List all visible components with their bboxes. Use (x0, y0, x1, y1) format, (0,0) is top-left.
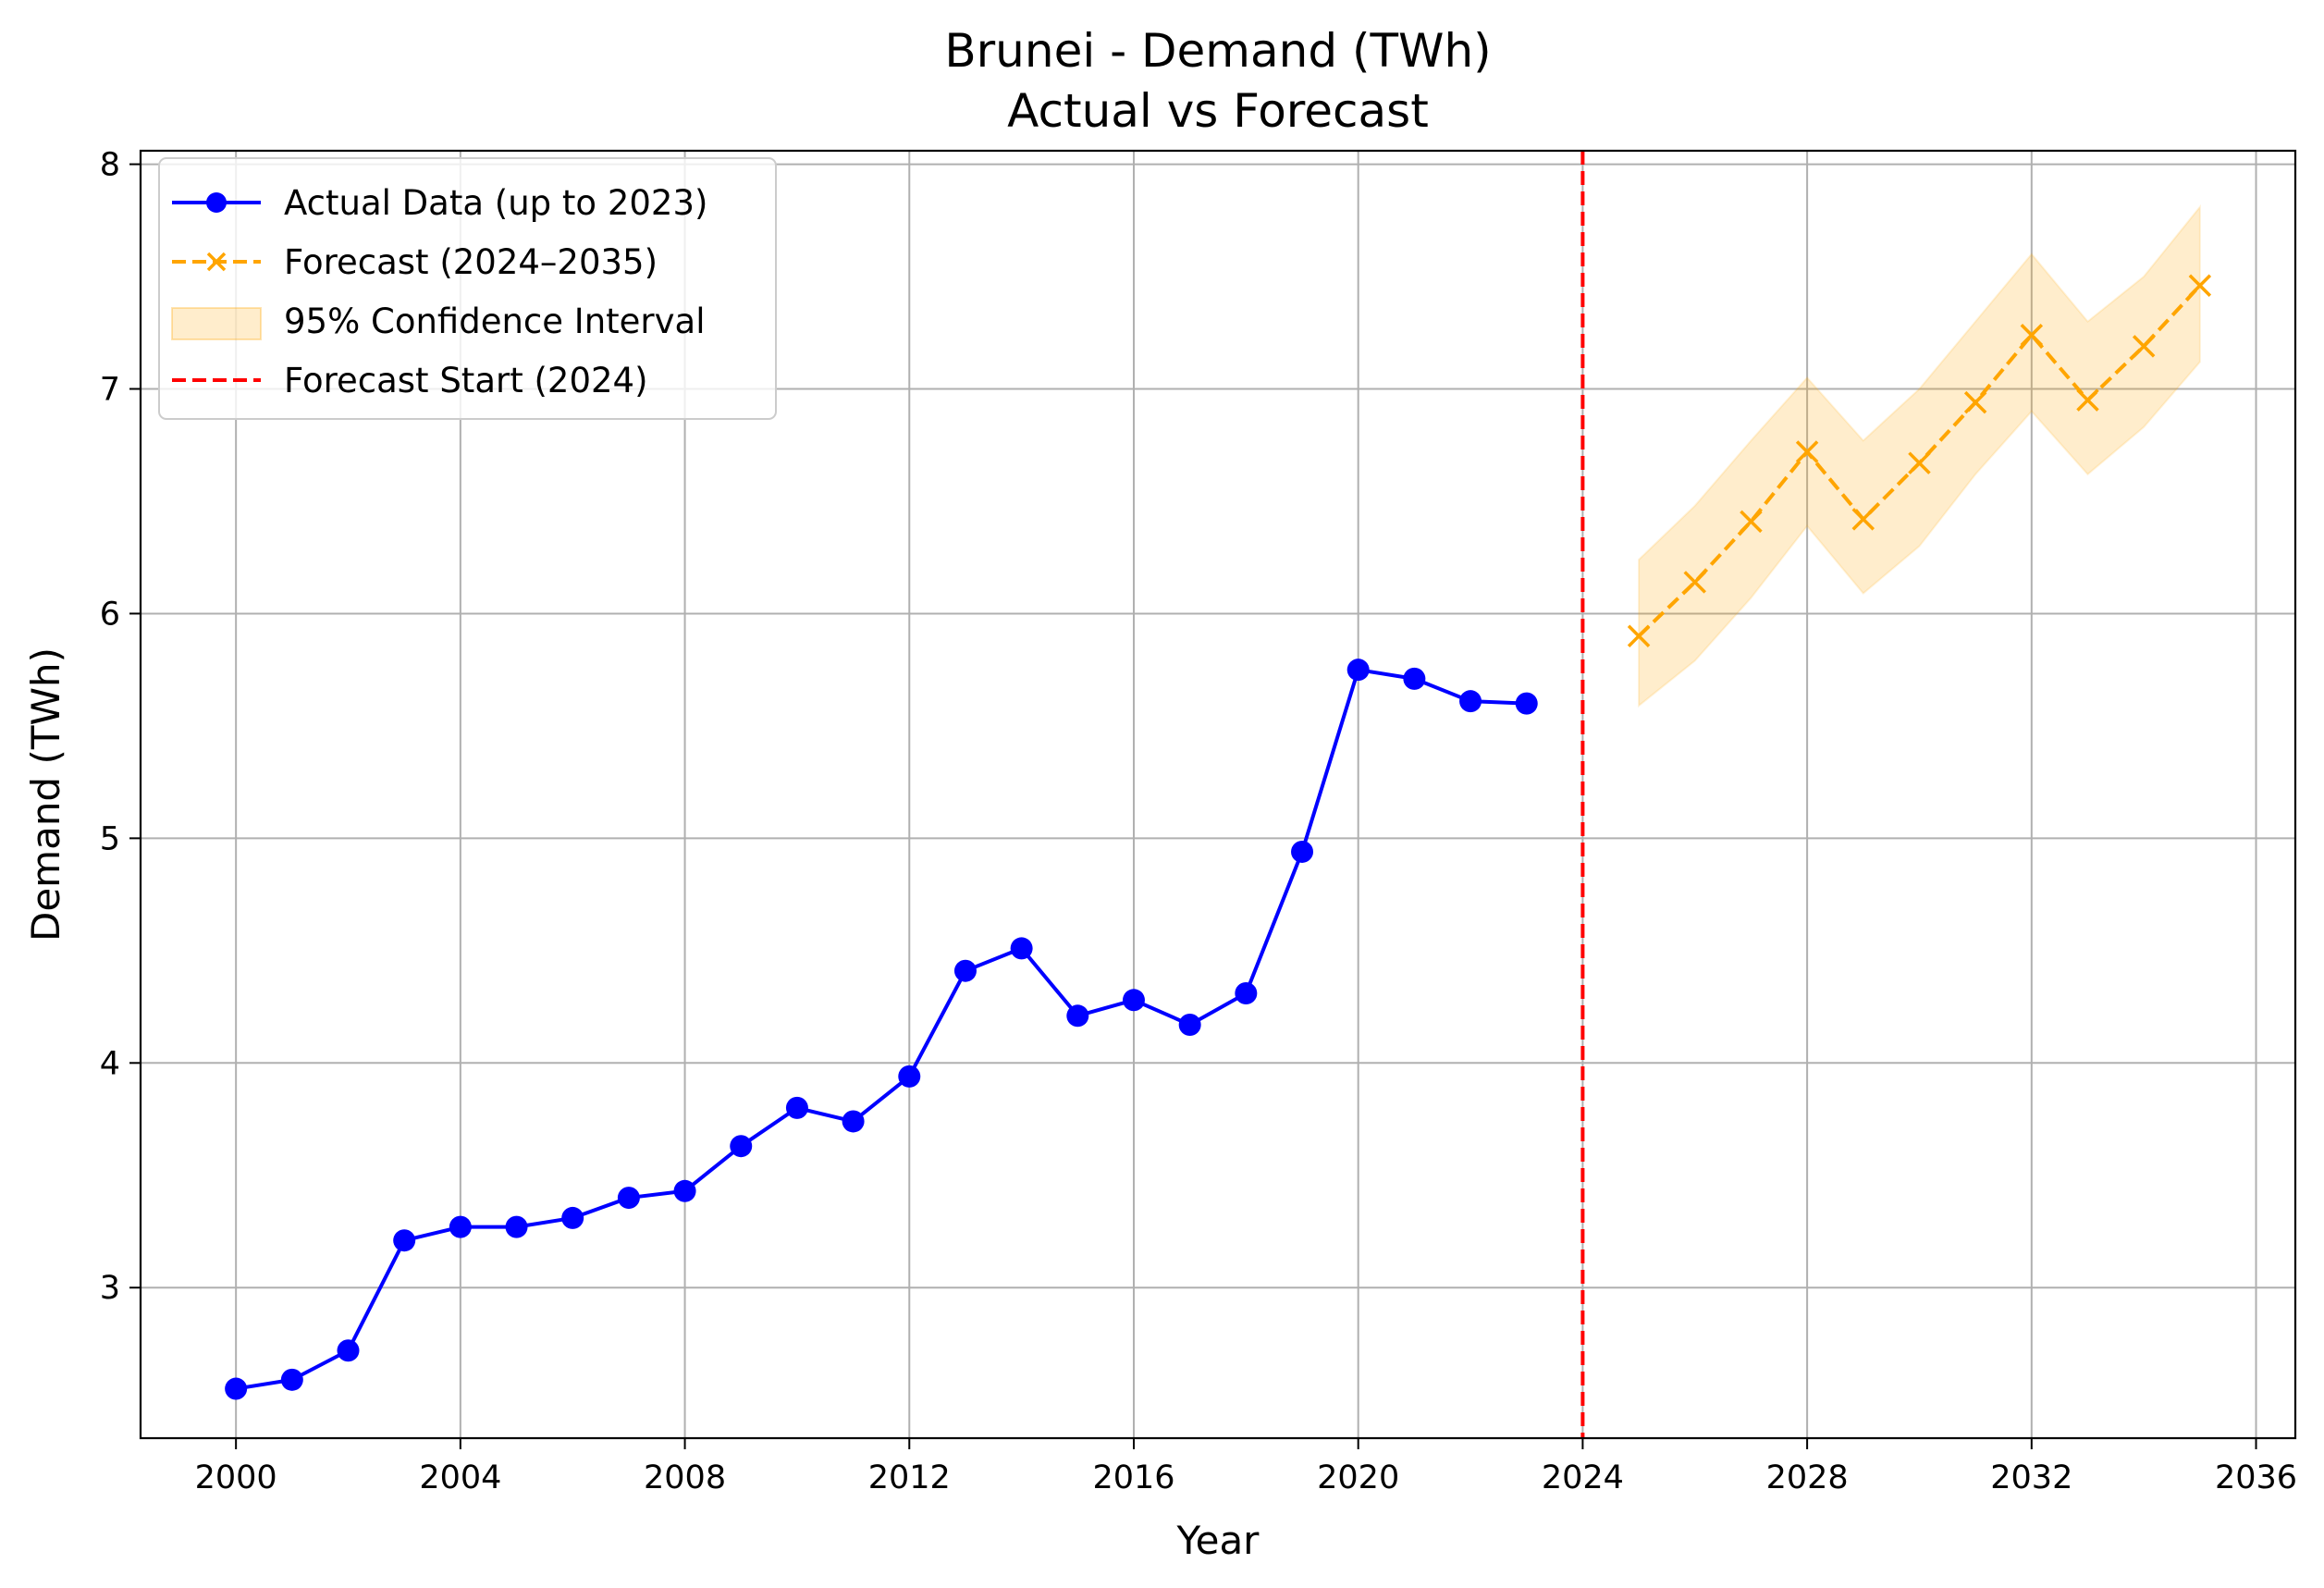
confidence-band (1638, 203, 2201, 708)
legend-forecast-label: Forecast (2024–2035) (284, 242, 658, 282)
legend-item-confidence: 95% Confidence Interval (171, 302, 706, 341)
actual-data-point (1515, 692, 1538, 715)
forecast-data-point (1627, 624, 1651, 647)
x-axis-label: Year (1176, 1518, 1260, 1563)
chart-subtitle: Actual vs Forecast (1007, 84, 1429, 138)
actual-data-point (505, 1215, 528, 1238)
legend-actual-marker (206, 192, 227, 213)
y-tick-label: 8 (100, 147, 120, 184)
y-tick-label: 3 (100, 1270, 120, 1307)
forecast-data-point (1908, 451, 1931, 474)
actual-data-point (785, 1096, 808, 1119)
actual-data-point (337, 1339, 360, 1362)
legend-forecast-marker (206, 252, 227, 272)
forecast-data-point (1740, 510, 1763, 534)
actual-data-point (1459, 690, 1482, 713)
y-tick-label: 6 (100, 596, 120, 633)
legend-item-forecast-start: Forecast Start (2024) (172, 361, 648, 400)
x-tick-label: 2004 (419, 1459, 501, 1496)
forecast-data-point (1795, 440, 1819, 463)
actual-data-point (225, 1377, 248, 1400)
y-tick-label: 4 (100, 1045, 120, 1082)
x-tick-label: 2032 (1990, 1459, 2072, 1496)
actual-data-point (730, 1135, 753, 1158)
x-tick-label: 2008 (644, 1459, 726, 1496)
legend-actual-label: Actual Data (up to 2023) (284, 183, 707, 223)
actual-data-point (393, 1229, 416, 1252)
actual-data-point (1403, 667, 1426, 690)
series-lines (225, 274, 2212, 1400)
forecast-data-point (2188, 274, 2212, 297)
x-tick-label: 2000 (195, 1459, 277, 1496)
legend-forecast-start-label: Forecast Start (2024) (284, 361, 648, 400)
legend-confidence-swatch (171, 307, 262, 340)
actual-data-point (1178, 1014, 1201, 1037)
actual-data-point (617, 1187, 640, 1210)
actual-data-point (842, 1110, 865, 1133)
forecast-data-point (1963, 390, 1987, 414)
chart-title: Brunei - Demand (TWh) (944, 24, 1491, 78)
actual-data-point (1346, 659, 1370, 682)
legend: Actual Data (up to 2023) Forecast (2024–… (158, 157, 777, 420)
y-tick-label: 7 (100, 372, 120, 409)
x-tick-label: 2012 (868, 1459, 951, 1496)
confidence-interval-band (1638, 203, 2201, 708)
x-tick-label: 2016 (1092, 1459, 1174, 1496)
legend-confidence-label: 95% Confidence Interval (284, 302, 706, 341)
forecast-data-point (2132, 335, 2156, 358)
y-axis-label: Demand (TWh) (23, 647, 68, 942)
legend-item-actual: Actual Data (up to 2023) (172, 183, 707, 223)
legend-box (158, 157, 777, 420)
actual-data-point (1291, 840, 1314, 863)
actual-data-point (1235, 981, 1258, 1004)
actual-data-point (280, 1368, 303, 1391)
x-axis-ticks: 2000 2004 2008 2012 2016 2020 2024 2028 2032 2036 (195, 1438, 2297, 1496)
forecast-data-point (2020, 323, 2044, 347)
y-axis-ticks: 3 4 5 6 7 8 (100, 147, 141, 1307)
actual-data-point (1122, 989, 1145, 1012)
forecast-data-point (1851, 508, 1875, 531)
actual-data-point (449, 1215, 472, 1238)
actual-data-point (673, 1179, 696, 1202)
actual-data-point (898, 1065, 921, 1088)
legend-item-forecast: Forecast (2024–2035) (172, 242, 658, 282)
y-tick-label: 5 (100, 820, 120, 857)
actual-data-point (561, 1206, 584, 1229)
x-tick-label: 2020 (1317, 1459, 1399, 1496)
forecast-data-point (2076, 388, 2099, 412)
actual-data-point (953, 959, 977, 982)
plot-frame (139, 149, 2297, 1440)
x-tick-label: 2028 (1766, 1459, 1849, 1496)
x-tick-label: 2036 (2215, 1459, 2297, 1496)
forecast-data-point (1683, 571, 1706, 594)
actual-data-point (1010, 937, 1033, 960)
x-tick-label: 2024 (1542, 1459, 1624, 1496)
actual-data-point (1066, 1004, 1089, 1028)
